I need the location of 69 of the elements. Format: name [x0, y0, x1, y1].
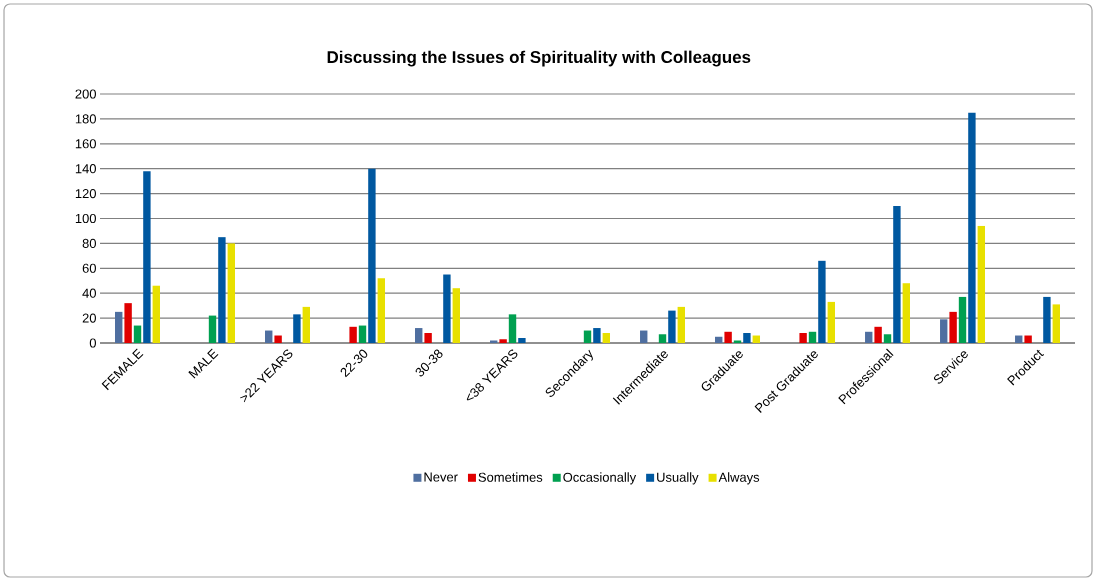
bar — [724, 331, 732, 343]
bar — [893, 206, 901, 343]
bar — [583, 330, 592, 343]
bar — [968, 112, 976, 343]
bar — [508, 314, 517, 343]
bar — [977, 225, 985, 343]
legend-label: Never — [424, 472, 458, 482]
bar — [293, 314, 301, 343]
bar — [368, 168, 376, 343]
bar — [115, 311, 123, 343]
bar — [499, 339, 507, 343]
y-tick-label: 140 — [75, 164, 96, 174]
bar — [124, 303, 132, 343]
bar — [208, 315, 217, 343]
bar — [808, 331, 817, 343]
bar — [640, 330, 648, 343]
y-tick-label: 80 — [82, 238, 96, 248]
bar — [658, 334, 667, 343]
y-tick-label: 60 — [82, 263, 96, 273]
bar — [1024, 335, 1032, 343]
bar — [743, 333, 751, 343]
y-tick-label: 100 — [75, 213, 96, 224]
bar — [715, 336, 723, 343]
bar — [274, 335, 282, 343]
bar — [424, 333, 432, 343]
bar — [668, 310, 676, 343]
y-tick-label: 160 — [75, 139, 96, 149]
bar — [818, 260, 826, 343]
y-tick-label: 120 — [75, 189, 96, 199]
bar — [940, 319, 948, 343]
bar — [152, 285, 160, 343]
bar — [827, 301, 835, 343]
bar — [874, 326, 882, 343]
chart-title: Discussing the Issues of Spirituality with Colleagues — [327, 50, 751, 67]
bar — [143, 171, 151, 343]
bar — [443, 274, 451, 343]
bar — [358, 325, 367, 343]
legend-label: Always — [718, 472, 760, 485]
bar — [733, 340, 742, 343]
bar — [883, 334, 892, 343]
legend-label: Usually — [657, 472, 699, 485]
y-tick-label: 40 — [82, 288, 96, 298]
legend-label: Occasionally — [563, 472, 637, 485]
bar — [302, 306, 310, 343]
bar — [490, 340, 498, 343]
bar — [602, 333, 610, 343]
y-tick-label: 0 — [89, 338, 96, 348]
bar — [949, 311, 957, 343]
y-tick-label: 200 — [75, 89, 96, 99]
bar — [593, 328, 601, 343]
bar — [133, 325, 142, 343]
y-tick-label: 20 — [82, 313, 96, 323]
bar — [799, 333, 807, 343]
bar — [958, 296, 967, 343]
bar — [1052, 304, 1060, 343]
bar — [902, 283, 910, 343]
bar — [865, 331, 873, 343]
bar — [349, 326, 357, 343]
bar — [452, 288, 460, 343]
bar — [677, 306, 685, 343]
bar — [1043, 296, 1051, 343]
bar — [518, 338, 526, 343]
y-tick-label: 180 — [75, 114, 96, 124]
legend-label: Sometimes — [478, 472, 543, 482]
bar — [377, 278, 385, 343]
bar — [227, 243, 235, 343]
bar — [265, 330, 273, 343]
bar — [218, 237, 226, 343]
bar — [415, 328, 423, 343]
